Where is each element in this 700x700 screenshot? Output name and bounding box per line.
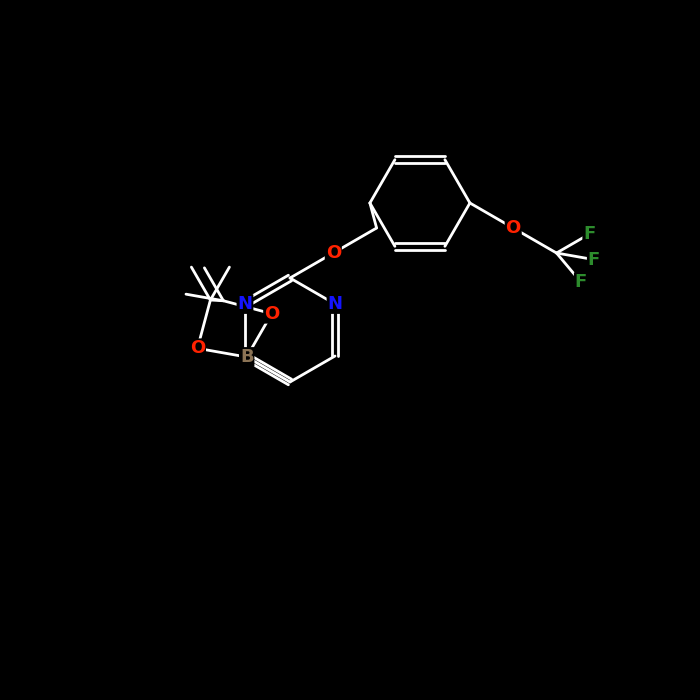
Text: O: O — [190, 340, 205, 357]
Text: B: B — [240, 348, 253, 366]
Text: N: N — [237, 295, 253, 313]
Text: F: F — [588, 251, 600, 269]
Text: O: O — [505, 219, 521, 237]
Text: O: O — [264, 304, 279, 323]
Text: N: N — [328, 295, 342, 313]
Text: F: F — [575, 273, 587, 291]
Text: O: O — [326, 244, 341, 262]
Text: F: F — [583, 225, 596, 243]
